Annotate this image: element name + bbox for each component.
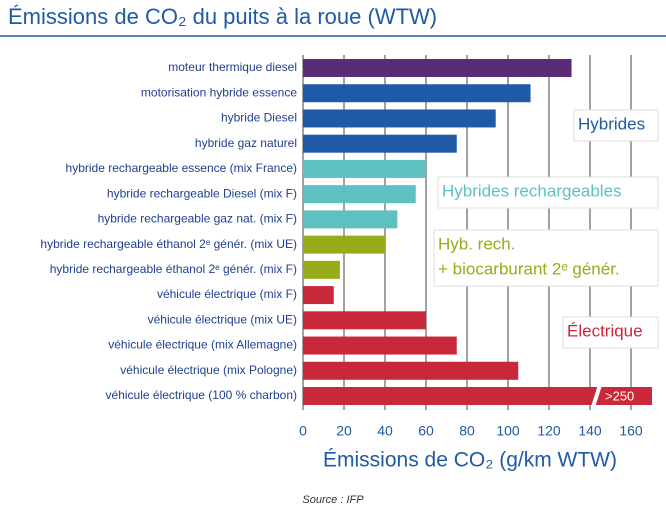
bar: [303, 159, 426, 178]
bar: [303, 185, 416, 204]
source: Source : IFP: [302, 494, 364, 506]
annotation: Hybrides: [578, 114, 645, 133]
annotation-box: [433, 229, 659, 287]
x-tick-label: 140: [578, 423, 602, 439]
y-tick-label: hybride rechargeable gaz nat. (mix F): [98, 212, 297, 226]
bar: [303, 286, 334, 305]
bar: [303, 387, 652, 405]
annotation-box: [437, 176, 659, 209]
axis-break: [591, 384, 602, 408]
y-tick-label: hybride gaz naturel: [195, 136, 297, 150]
x-axis-label: Émissions de CO₂ (g/km WTW): [323, 449, 617, 472]
bar: [303, 109, 496, 128]
x-tick-label: 0: [299, 423, 307, 439]
bar: [303, 336, 457, 355]
bar: [303, 311, 426, 330]
chart-title: Émissions de CO₂ du puits à la roue (WTW…: [8, 4, 437, 29]
bar: [303, 84, 531, 103]
bars: [303, 59, 652, 405]
bar: [303, 59, 572, 77]
annotation: Électrique: [567, 321, 643, 340]
y-tick-label: hybride rechargeable Diesel (mix F): [107, 186, 297, 200]
annotation: + biocarburant 2ᵉ génér.: [438, 259, 620, 278]
value-label: >250: [605, 388, 634, 403]
y-tick-label: véhicule électrique (mix F): [157, 287, 297, 301]
annotation-box: [573, 109, 659, 142]
y-tick-label: véhicule électrique (mix Pologne): [120, 363, 297, 377]
bar: [303, 210, 398, 229]
annotation: Hyb. rech.: [438, 234, 515, 253]
bar: [303, 235, 385, 254]
x-tick-label: 100: [496, 423, 520, 439]
y-tick-label: véhicule électrique (mix UE): [148, 312, 297, 326]
x-tick-label: 160: [619, 423, 643, 439]
annotation: Hybrides rechargeables: [442, 181, 622, 200]
y-tick-label: véhicule électrique (100 % charbon): [106, 388, 297, 402]
bar: [303, 134, 457, 153]
annotation-box: [562, 316, 659, 349]
y-tick-label: hybride rechargeable essence (mix France…: [66, 161, 297, 175]
x-tick-label: 40: [377, 423, 393, 439]
y-tick-label: véhicule électrique (mix Allemagne): [108, 338, 297, 352]
y-tick-label: motorisation hybride essence: [141, 85, 297, 99]
x-tick-label: 60: [418, 423, 434, 439]
y-tick-label: hybride rechargeable éthanol 2ᵉ génér. (…: [40, 237, 297, 251]
y-tick-label: hybride rechargeable éthanol 2ᵉ génér. (…: [50, 262, 297, 276]
x-tick-label: 120: [537, 423, 561, 439]
bar: [303, 361, 519, 380]
bar: [303, 260, 340, 279]
x-tick-label: 80: [459, 423, 475, 439]
y-tick-label: moteur thermique diesel: [168, 60, 297, 74]
x-tick-label: 20: [336, 423, 352, 439]
y-tick-label: hybride Diesel: [221, 111, 297, 125]
